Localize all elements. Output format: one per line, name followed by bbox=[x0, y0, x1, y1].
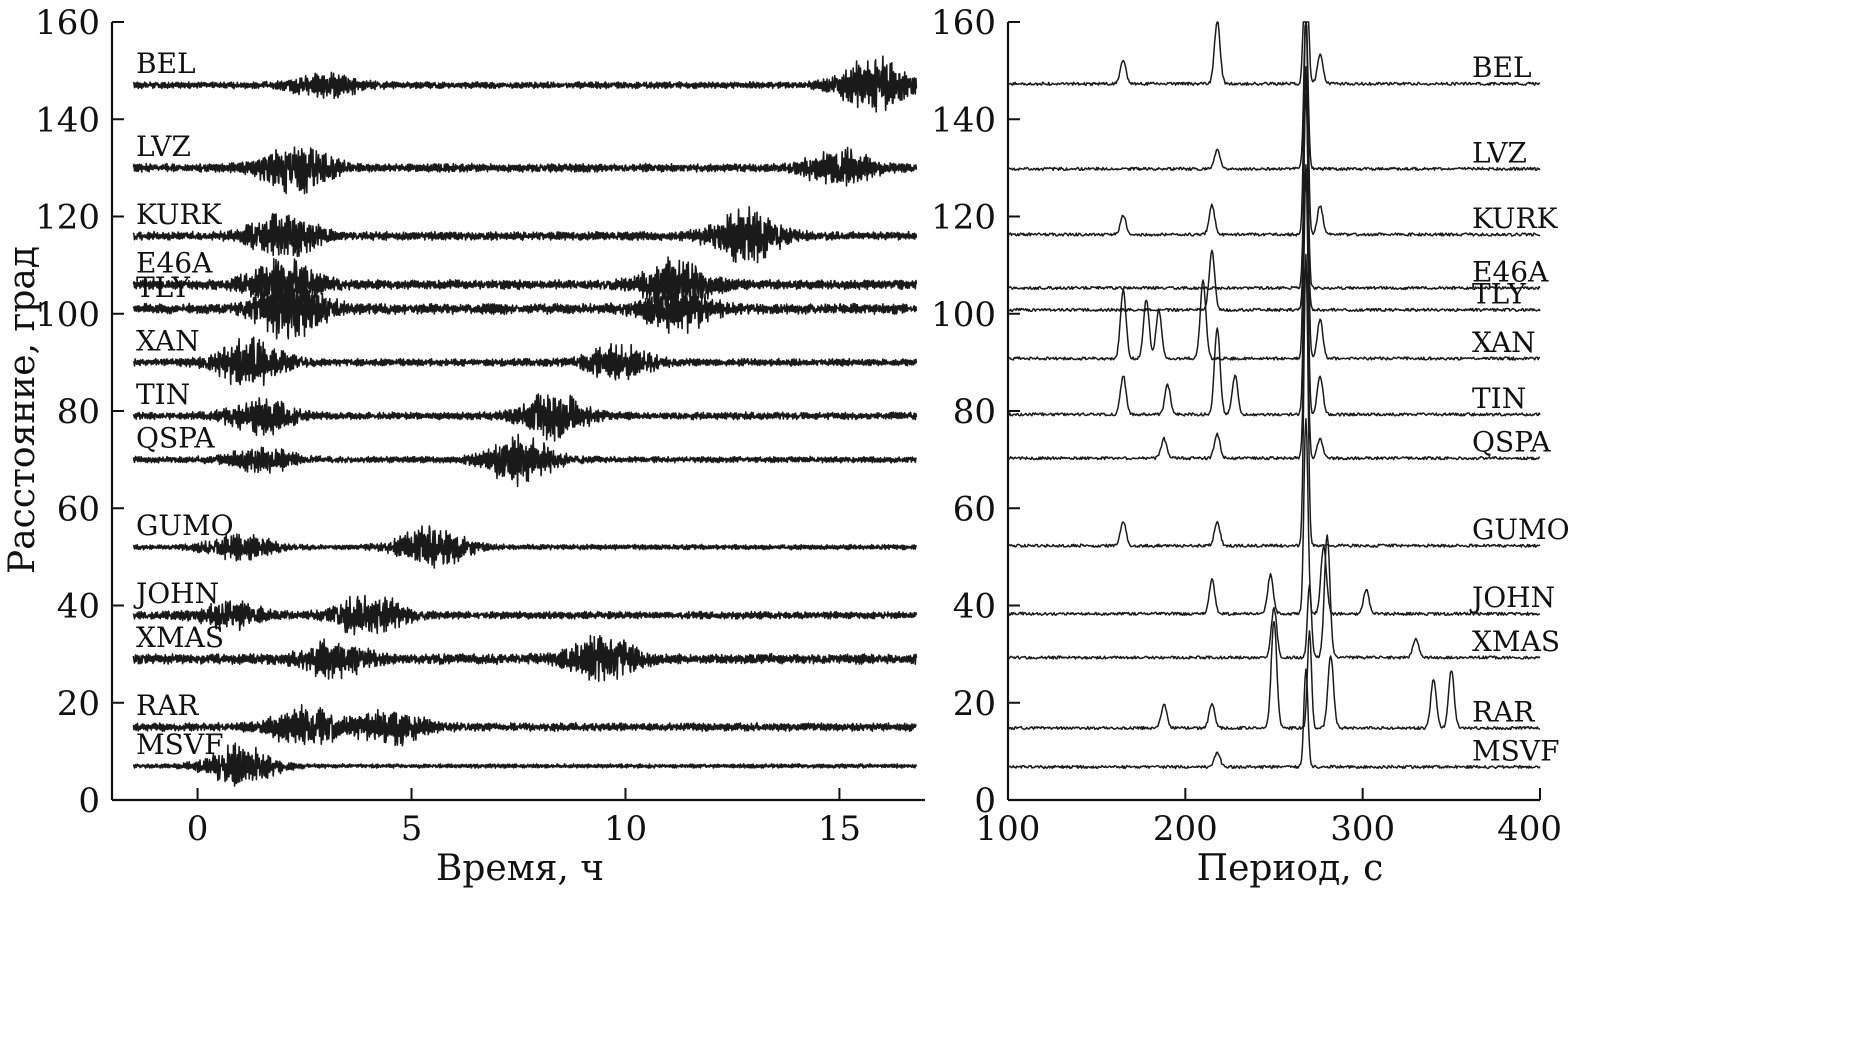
left-x-tick-label: 0 bbox=[187, 809, 209, 849]
spectrum-traces bbox=[1007, 21, 1541, 770]
seismogram-trace bbox=[133, 336, 918, 387]
left-x-tick-label: 10 bbox=[604, 809, 647, 849]
right-x-axis-label: Период, с bbox=[1197, 848, 1384, 889]
spectrum-station-label: XAN bbox=[1472, 326, 1536, 359]
seismogram-trace bbox=[132, 206, 918, 264]
right-y-tick-label: 120 bbox=[931, 198, 996, 238]
seismogram-traces bbox=[132, 55, 918, 787]
seismogram-station-label: MSVF bbox=[136, 728, 224, 761]
seismogram-panel: 0 20 40 60 80 100 120 140 160 0 5 10 15 BEL LVZ KURK E… bbox=[2, 3, 925, 889]
seismogram-station-label: XAN bbox=[136, 324, 200, 357]
seismogram-trace bbox=[132, 634, 918, 682]
seismogram-trace bbox=[132, 256, 918, 308]
seismogram-trace bbox=[132, 146, 918, 195]
seismogram-trace bbox=[132, 525, 917, 569]
seismogram-station-label: KURK bbox=[136, 198, 223, 231]
left-y-tick-label: 20 bbox=[57, 684, 100, 724]
seismogram-station-label: QSPA bbox=[136, 422, 215, 455]
spectrum-station-label: E46A bbox=[1472, 255, 1549, 288]
right-x-tick-label: 300 bbox=[1330, 809, 1395, 849]
right-y-tick-label: 160 bbox=[931, 3, 996, 43]
seismogram-trace bbox=[132, 277, 918, 340]
seismogram-station-label: TIN bbox=[136, 378, 190, 411]
left-x-tick-label: 15 bbox=[818, 809, 861, 849]
right-x-ticks: 100 200 300 400 bbox=[976, 788, 1562, 849]
spectrum-trace bbox=[1007, 163, 1541, 313]
left-y-tick-label: 120 bbox=[35, 198, 100, 238]
spectrum-trace bbox=[1007, 620, 1540, 731]
seismogram-trace bbox=[132, 433, 917, 488]
spectrum-trace bbox=[1007, 171, 1541, 417]
right-y-tick-label: 20 bbox=[953, 684, 996, 724]
spectrum-station-label: QSPA bbox=[1472, 426, 1551, 459]
spectrum-trace bbox=[1007, 534, 1541, 660]
spectrum-station-label: RAR bbox=[1472, 695, 1535, 728]
seismogram-trace bbox=[132, 703, 917, 747]
seismogram-station-label: RAR bbox=[136, 689, 199, 722]
seismogram-station-label: TLY bbox=[136, 271, 190, 304]
spectrum-trace bbox=[1007, 65, 1540, 361]
spectrum-trace bbox=[1007, 262, 1541, 461]
right-x-tick-label: 200 bbox=[1153, 809, 1218, 849]
spectrum-trace bbox=[1007, 21, 1541, 172]
spectrum-trace bbox=[1007, 418, 1541, 616]
right-y-tick-label: 0 bbox=[974, 781, 996, 821]
spectrum-trace bbox=[1007, 93, 1541, 291]
seismogram-station-label: GUMO bbox=[136, 509, 234, 542]
left-y-axis-label: Расстояние, град bbox=[2, 246, 43, 574]
spectrum-trace bbox=[1007, 21, 1541, 86]
spectrum-station-label: XMAS bbox=[1472, 625, 1560, 658]
right-y-tick-label: 100 bbox=[931, 295, 996, 335]
left-x-tick-label: 5 bbox=[401, 809, 423, 849]
right-y-tick-label: 80 bbox=[953, 392, 996, 432]
left-x-axis-label: Время, ч bbox=[436, 848, 604, 889]
right-y-tick-label: 60 bbox=[953, 489, 996, 529]
seismogram-station-label: XMAS bbox=[136, 621, 224, 654]
seismogram-trace bbox=[132, 393, 918, 442]
left-y-tick-label: 160 bbox=[35, 3, 100, 43]
right-y-tick-label: 40 bbox=[953, 587, 996, 627]
spectrum-station-label: KURK bbox=[1472, 202, 1559, 235]
spectrum-panel: 0 20 40 60 80 100 120 140 160 100 200 300 400 BEL LV… bbox=[931, 3, 1570, 889]
left-y-tick-label: 140 bbox=[35, 100, 100, 140]
seismogram-station-label: JOHN bbox=[133, 577, 219, 610]
seismogram-trace bbox=[132, 55, 918, 113]
left-y-ticks: 0 20 40 60 80 100 120 140 160 bbox=[35, 3, 124, 821]
seismogram-trace bbox=[132, 742, 918, 787]
right-x-tick-label: 400 bbox=[1497, 809, 1562, 849]
spectrum-station-label: LVZ bbox=[1472, 136, 1527, 169]
seismogram-station-label: BEL bbox=[136, 47, 196, 80]
spectrum-trace bbox=[1007, 668, 1541, 770]
spectrum-station-label: TLY bbox=[1472, 277, 1526, 310]
left-y-tick-label: 0 bbox=[78, 781, 100, 821]
spectrum-station-label: MSVF bbox=[1472, 734, 1560, 767]
spectrum-trace bbox=[1007, 253, 1541, 548]
seismogram-station-label: E46A bbox=[136, 247, 213, 280]
spectrum-station-label: JOHN bbox=[1469, 581, 1555, 614]
left-y-tick-label: 40 bbox=[57, 587, 100, 627]
spectrum-station-label: BEL bbox=[1472, 51, 1532, 84]
left-y-tick-label: 60 bbox=[57, 489, 100, 529]
right-y-tick-label: 140 bbox=[931, 100, 996, 140]
left-y-tick-label: 100 bbox=[35, 295, 100, 335]
spectrum-station-label: TIN bbox=[1472, 382, 1526, 415]
left-y-tick-label: 80 bbox=[57, 392, 100, 432]
seismogram-station-label: LVZ bbox=[136, 130, 191, 163]
left-x-ticks: 0 5 10 15 bbox=[187, 788, 861, 849]
right-y-ticks: 0 20 40 60 80 100 120 140 160 bbox=[931, 3, 1020, 821]
spectrum-trace bbox=[1007, 21, 1541, 237]
seismogram-trace bbox=[132, 594, 918, 636]
spectrum-station-label: GUMO bbox=[1472, 513, 1570, 546]
right-x-tick-label: 100 bbox=[976, 809, 1041, 849]
